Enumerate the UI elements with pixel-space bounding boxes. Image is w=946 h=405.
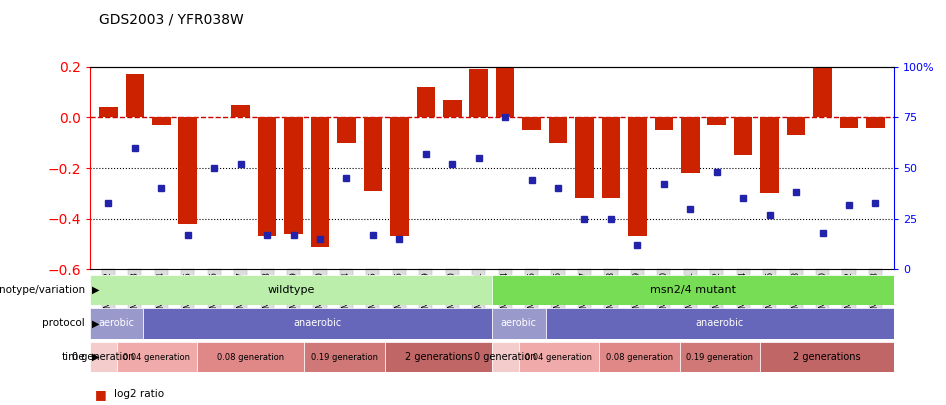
Bar: [734, 117, 752, 156]
Bar: [492, 275, 894, 305]
Bar: [760, 342, 894, 372]
Bar: [602, 117, 621, 198]
Text: 0.04 generation: 0.04 generation: [525, 352, 592, 362]
Text: genotype/variation: genotype/variation: [0, 285, 85, 295]
Bar: [90, 275, 492, 305]
Bar: [518, 342, 599, 372]
Bar: [99, 107, 117, 117]
Bar: [492, 342, 518, 372]
Bar: [144, 308, 492, 339]
Bar: [761, 117, 779, 194]
Bar: [126, 75, 144, 117]
Text: 2 generations: 2 generations: [405, 352, 472, 362]
Bar: [787, 117, 805, 135]
Text: ▶: ▶: [92, 318, 99, 328]
Bar: [337, 117, 356, 143]
Bar: [305, 342, 385, 372]
Text: wildtype: wildtype: [267, 285, 315, 295]
Bar: [232, 105, 250, 117]
Bar: [469, 69, 488, 117]
Text: 0 generation: 0 generation: [474, 352, 536, 362]
Bar: [549, 117, 568, 143]
Bar: [708, 117, 726, 125]
Bar: [814, 67, 832, 117]
Bar: [496, 67, 515, 117]
Bar: [116, 342, 197, 372]
Text: anaerobic: anaerobic: [293, 318, 342, 328]
Text: GDS2003 / YFR038W: GDS2003 / YFR038W: [99, 12, 244, 26]
Text: aerobic: aerobic: [500, 318, 536, 328]
Text: log2 ratio: log2 ratio: [114, 390, 164, 399]
Text: aerobic: aerobic: [98, 318, 134, 328]
Bar: [179, 117, 197, 224]
Text: anaerobic: anaerobic: [695, 318, 744, 328]
Text: time: time: [61, 352, 85, 362]
Text: 0.08 generation: 0.08 generation: [218, 352, 284, 362]
Text: ■: ■: [95, 388, 106, 401]
Bar: [285, 117, 303, 234]
Text: 2 generations: 2 generations: [793, 352, 861, 362]
Text: protocol: protocol: [43, 318, 85, 328]
Bar: [867, 117, 885, 128]
Bar: [385, 342, 492, 372]
Bar: [90, 308, 144, 339]
Bar: [443, 100, 462, 117]
Bar: [546, 308, 894, 339]
Bar: [363, 117, 382, 191]
Bar: [152, 117, 170, 125]
Bar: [310, 117, 329, 247]
Bar: [840, 117, 858, 128]
Text: ▶: ▶: [92, 285, 99, 295]
Bar: [390, 117, 409, 237]
Text: 0 generation: 0 generation: [72, 352, 134, 362]
Text: msn2/4 mutant: msn2/4 mutant: [650, 285, 736, 295]
Bar: [90, 342, 116, 372]
Text: 0.19 generation: 0.19 generation: [311, 352, 378, 362]
Bar: [679, 342, 760, 372]
Bar: [575, 117, 594, 198]
Bar: [492, 308, 546, 339]
Text: 0.08 generation: 0.08 generation: [605, 352, 673, 362]
Bar: [628, 117, 647, 237]
Text: 0.19 generation: 0.19 generation: [686, 352, 753, 362]
Text: 0.04 generation: 0.04 generation: [123, 352, 190, 362]
Bar: [681, 117, 699, 173]
Bar: [522, 117, 541, 130]
Bar: [655, 117, 674, 130]
Bar: [416, 87, 435, 117]
Bar: [258, 117, 276, 237]
Text: ▶: ▶: [92, 352, 99, 362]
Bar: [197, 342, 305, 372]
Bar: [599, 342, 679, 372]
